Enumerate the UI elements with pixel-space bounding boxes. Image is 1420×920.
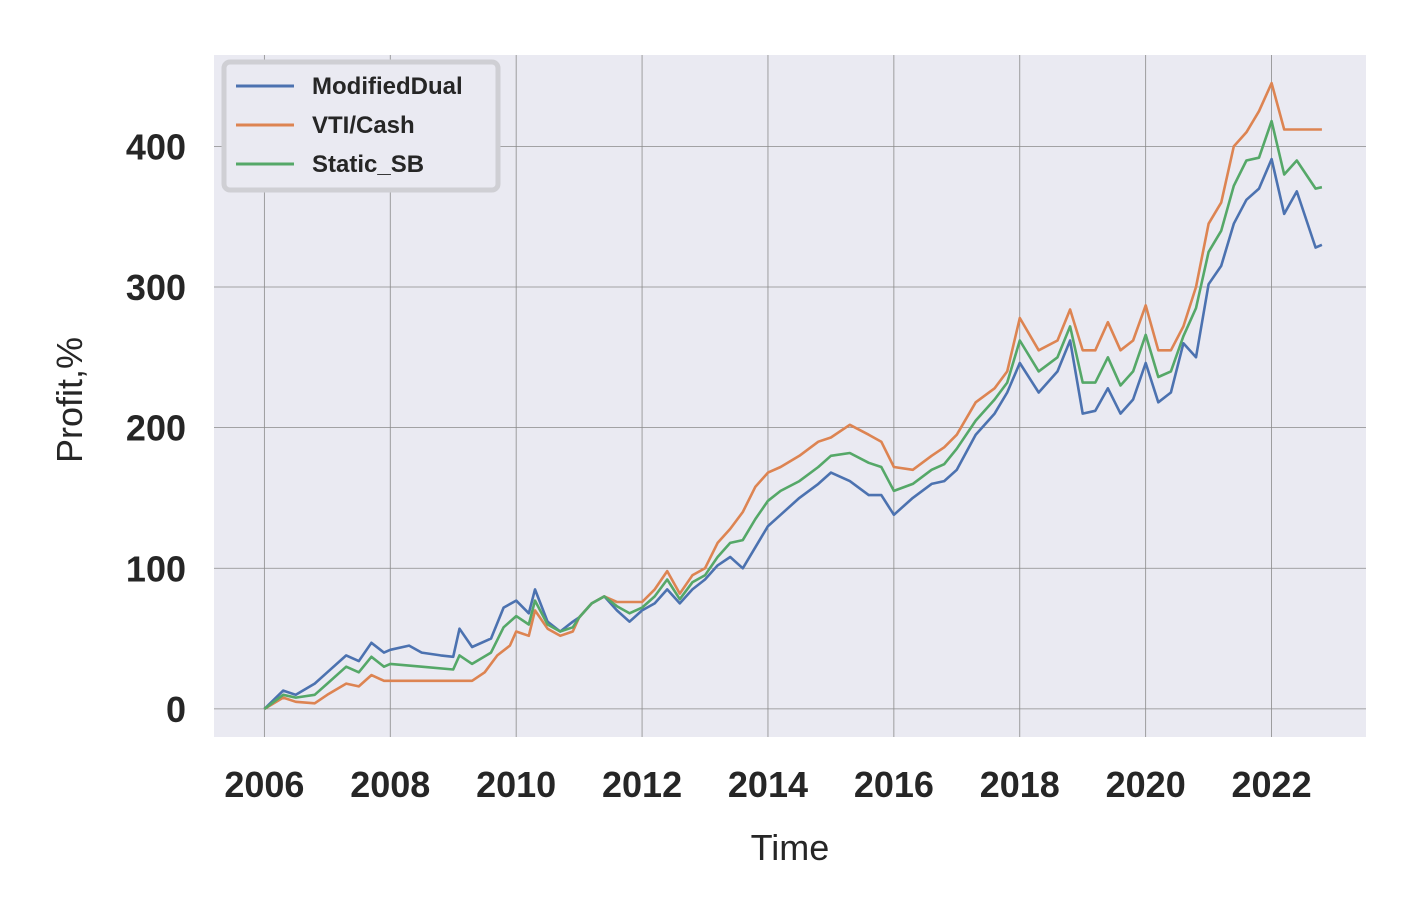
legend: ModifiedDual VTI/Cash Static_SB: [221, 59, 501, 193]
legend-label: VTI/Cash: [312, 112, 415, 139]
y-tick-label: 200: [126, 408, 186, 449]
y-tick-label: 400: [126, 126, 186, 167]
x-axis-label: Time: [751, 827, 830, 868]
legend-box: [221, 59, 501, 193]
legend-label: Static_SB: [312, 151, 424, 178]
x-tick-label: 2016: [854, 764, 934, 805]
x-tick-label: 2012: [602, 764, 682, 805]
x-tick-labels: 2006 2008 2010 2012 2014 2016 2018 2020 2022: [224, 764, 1311, 805]
series-line-modifieddual: [263, 157, 1323, 710]
x-tick-label: 2018: [980, 764, 1060, 805]
y-tick-label: 0: [166, 689, 186, 730]
x-tick-label: 2010: [476, 764, 556, 805]
x-tick-label: 2022: [1232, 764, 1312, 805]
series-line-static-sb: [263, 119, 1323, 710]
x-tick-label: 2006: [224, 764, 304, 805]
grid-lines: [214, 55, 1366, 737]
y-tick-label: 100: [126, 548, 186, 589]
x-tick-label: 2020: [1106, 764, 1186, 805]
y-tick-label: 300: [126, 267, 186, 308]
y-tick-labels: 0 100 200 300 400: [126, 126, 186, 729]
series-layer: [263, 81, 1323, 711]
series-line-vti-cash: [263, 81, 1322, 711]
x-tick-label: 2008: [350, 764, 430, 805]
x-tick-label: 2014: [728, 764, 808, 805]
y-axis-label: Profit,%: [49, 337, 90, 463]
legend-label: ModifiedDual: [312, 73, 463, 100]
